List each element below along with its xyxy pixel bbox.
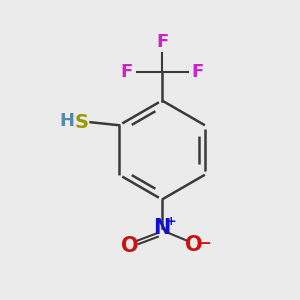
Text: N: N	[153, 218, 171, 238]
Text: O: O	[122, 236, 139, 256]
Text: S: S	[75, 113, 89, 132]
Text: F: F	[156, 33, 168, 51]
Text: −: −	[199, 236, 211, 250]
Text: O: O	[185, 236, 203, 255]
Text: H: H	[59, 112, 74, 130]
Text: +: +	[166, 215, 176, 228]
Text: F: F	[191, 63, 203, 81]
Text: F: F	[121, 63, 133, 81]
